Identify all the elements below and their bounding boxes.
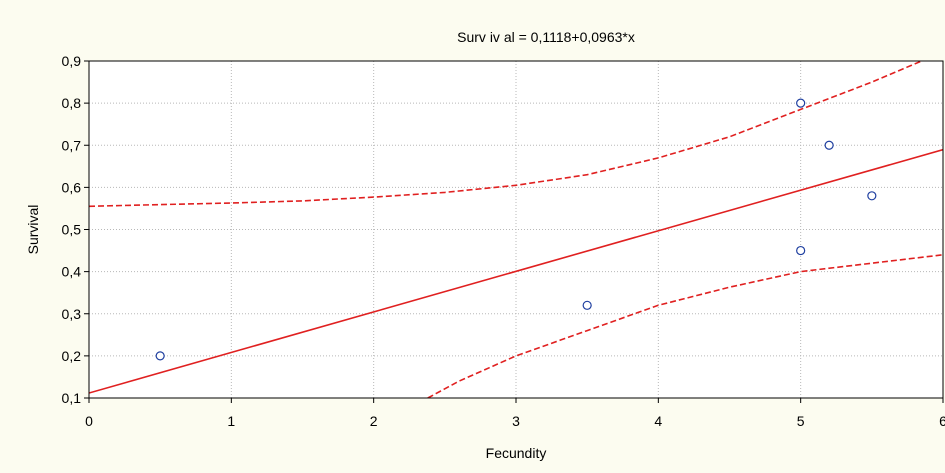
y-tick-label: 0,4 — [62, 264, 82, 280]
data-point — [582, 300, 592, 310]
data-point — [155, 351, 165, 361]
y-tick-label: 0,5 — [62, 222, 82, 238]
x-tick-label: 5 — [797, 413, 805, 429]
x-tick-label: 6 — [939, 413, 945, 429]
x-axis-label: Fecundity — [486, 445, 547, 461]
x-tick-label: 1 — [227, 413, 235, 429]
chart-title: Surv iv al = 0,1118+0,0963*x — [457, 29, 635, 45]
x-tick-label: 3 — [512, 413, 520, 429]
y-tick-label: 0,8 — [62, 95, 82, 111]
data-point — [824, 140, 834, 150]
y-tick-label: 0,1 — [62, 390, 82, 406]
lower-confidence-band — [427, 254, 943, 398]
y-axis-label: Survival — [25, 205, 41, 255]
data-point — [867, 191, 877, 201]
x-tick-label: 0 — [85, 413, 93, 429]
regression-lines — [89, 148, 943, 394]
data-point — [796, 98, 806, 108]
data-point — [796, 245, 806, 256]
x-tick-label: 2 — [370, 413, 378, 429]
confidence-bands — [89, 61, 943, 398]
axis-ticks: 0 1 2 3 4 5 6 0,1 0,2 0,3 0,4 0,5 0,6 0,7 0,8 0,9 — [62, 53, 945, 429]
data-points — [155, 98, 877, 361]
y-tick-label: 0,7 — [62, 137, 82, 153]
upper-confidence-band — [89, 61, 922, 208]
y-tick-label: 0,6 — [62, 179, 82, 195]
y-tick-label: 0,9 — [62, 53, 82, 69]
y-tick-label: 0,3 — [62, 306, 82, 322]
y-tick-label: 0,2 — [62, 348, 82, 364]
x-tick-label: 4 — [654, 413, 662, 429]
regression-line — [89, 148, 943, 394]
